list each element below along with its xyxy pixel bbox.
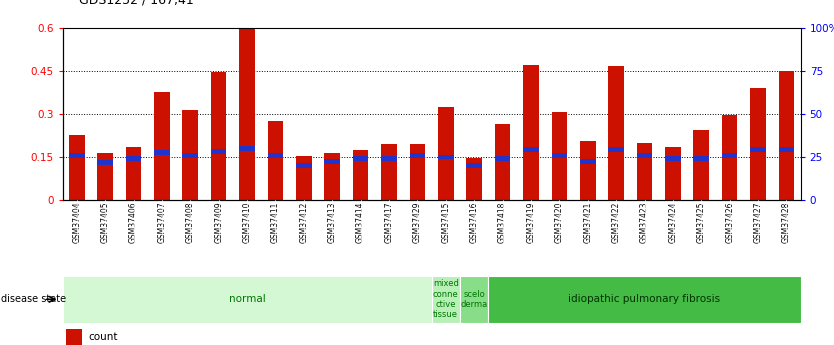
Bar <box>268 121 284 200</box>
Bar <box>183 153 198 158</box>
Bar <box>154 150 169 155</box>
Bar <box>409 153 425 158</box>
Bar <box>751 88 766 200</box>
Bar <box>432 276 460 323</box>
Bar <box>636 142 652 200</box>
Bar <box>324 159 340 164</box>
Bar <box>69 153 84 158</box>
Text: count: count <box>88 332 118 342</box>
Bar <box>551 112 567 200</box>
Bar <box>608 148 624 152</box>
Text: disease state: disease state <box>1 294 66 304</box>
Bar <box>466 158 482 200</box>
Bar <box>353 156 369 161</box>
Bar <box>551 153 567 158</box>
Bar <box>580 159 595 164</box>
Bar <box>211 149 227 154</box>
Bar <box>608 66 624 200</box>
Bar <box>523 148 539 152</box>
Bar <box>495 156 510 161</box>
Bar <box>98 160 113 165</box>
Bar <box>489 276 801 323</box>
Bar <box>126 156 141 161</box>
Text: mixed
conne
ctive
tissue: mixed conne ctive tissue <box>433 279 459 319</box>
Bar <box>466 163 482 168</box>
Bar <box>239 29 255 200</box>
Bar <box>69 136 84 200</box>
Bar <box>665 156 681 161</box>
Text: idiopathic pulmonary fibrosis: idiopathic pulmonary fibrosis <box>569 294 721 304</box>
Bar <box>211 72 227 200</box>
Bar <box>268 153 284 158</box>
Bar <box>438 107 454 200</box>
Bar <box>460 276 489 323</box>
Bar <box>381 144 397 200</box>
Bar <box>751 148 766 152</box>
Bar <box>722 115 737 200</box>
Bar <box>381 156 397 161</box>
Bar <box>665 147 681 200</box>
Text: normal: normal <box>229 294 265 304</box>
Bar <box>694 156 709 161</box>
Text: scelo
derma: scelo derma <box>460 289 488 309</box>
Bar <box>438 155 454 159</box>
Text: GDS1252 / 167,41: GDS1252 / 167,41 <box>79 0 194 7</box>
Bar <box>636 153 652 158</box>
Bar <box>63 276 432 323</box>
Bar <box>183 110 198 200</box>
Bar <box>409 144 425 200</box>
Bar <box>296 163 312 168</box>
Bar <box>66 329 83 345</box>
Bar <box>98 152 113 200</box>
Bar <box>779 71 794 200</box>
Bar <box>324 152 340 200</box>
Bar <box>495 124 510 200</box>
Bar <box>353 150 369 200</box>
Bar <box>580 141 595 200</box>
Bar <box>126 147 141 200</box>
Bar <box>722 153 737 158</box>
Bar <box>239 146 255 151</box>
Bar <box>779 148 794 152</box>
Bar <box>694 130 709 200</box>
Bar <box>296 156 312 200</box>
Bar <box>523 65 539 200</box>
Bar <box>154 92 169 200</box>
